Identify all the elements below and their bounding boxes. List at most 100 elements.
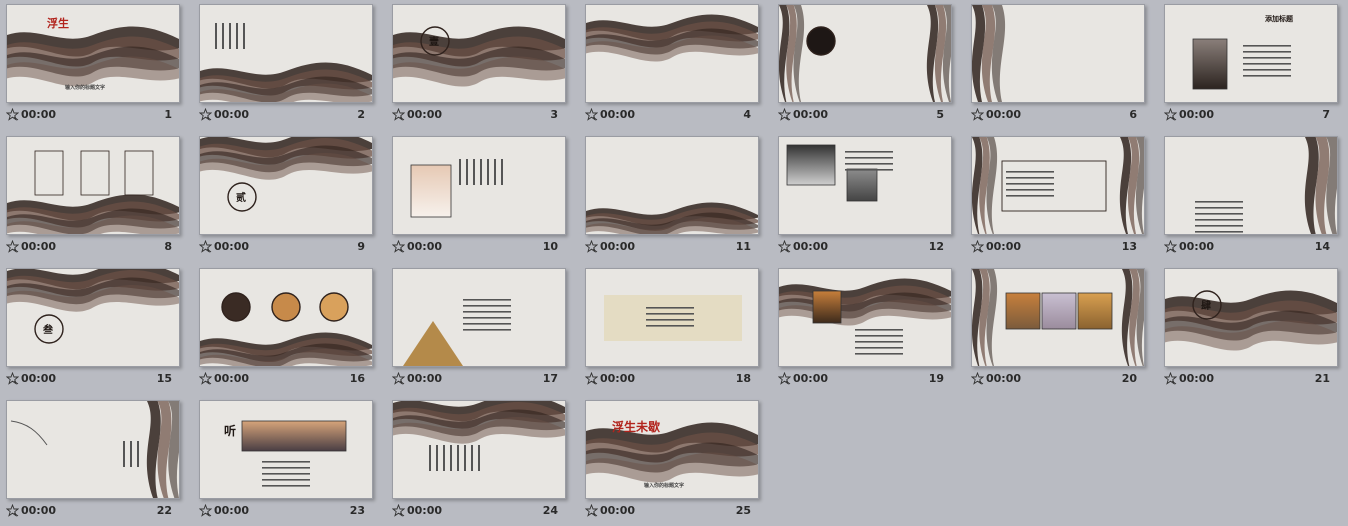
ink-band [586, 422, 758, 483]
slide-item-6[interactable]: 00:00 6 [971, 4, 1149, 130]
photo [241, 420, 347, 452]
animation-star-icon[interactable] [392, 504, 405, 517]
text-placeholder-lines [1195, 201, 1243, 233]
slide-item-3[interactable]: 壹 00:00 3 [392, 4, 570, 130]
slide-item-11[interactable]: 00:00 11 [585, 136, 763, 262]
slide-item-18[interactable]: 00:00 18 [585, 268, 763, 394]
slide-item-24[interactable]: 00:00 24 [392, 400, 570, 526]
slide-timing: 00:00 [1179, 108, 1215, 121]
slide-item-20[interactable]: 00:00 20 [971, 268, 1149, 394]
slide-thumbnail[interactable] [392, 268, 566, 367]
animation-star-icon[interactable] [778, 240, 791, 253]
slide-thumbnail[interactable] [971, 136, 1145, 235]
slide-thumbnail[interactable] [971, 4, 1145, 103]
slide-thumbnail[interactable]: 浮生未歇 输入你的标题文字 [585, 400, 759, 499]
animation-star-icon[interactable] [199, 504, 212, 517]
slide-thumbnail[interactable]: 浮生 输入你的标题文字 [6, 4, 180, 103]
slide-thumbnail[interactable] [6, 136, 180, 235]
animation-star-icon[interactable] [6, 240, 19, 253]
text-placeholder-lines [855, 329, 903, 355]
animation-star-icon[interactable] [392, 240, 405, 253]
slide-thumbnail[interactable] [392, 400, 566, 499]
slide-thumbnail[interactable] [585, 136, 759, 235]
animation-star-icon[interactable] [1164, 372, 1177, 385]
circle-frame [227, 182, 257, 212]
animation-star-icon[interactable] [199, 240, 212, 253]
slide-item-25[interactable]: 浮生未歇 输入你的标题文字 00:00 25 [585, 400, 763, 526]
text-placeholder-lines [262, 461, 310, 487]
animation-star-icon[interactable] [199, 108, 212, 121]
ink-band [393, 401, 565, 444]
animation-star-icon[interactable] [199, 372, 212, 385]
slide-timing: 00:00 [214, 504, 250, 517]
slide-item-5[interactable]: 00:00 5 [778, 4, 956, 130]
slide-thumbnail[interactable] [6, 400, 180, 499]
slide-thumbnail[interactable] [585, 4, 759, 103]
animation-star-icon[interactable] [778, 108, 791, 121]
slide-number: 5 [936, 108, 944, 121]
slide-item-12[interactable]: 00:00 12 [778, 136, 956, 262]
slide-item-21[interactable]: 肆 00:00 21 [1164, 268, 1342, 394]
slide-thumbnail[interactable] [585, 268, 759, 367]
slide-thumbnail[interactable]: 贰 [199, 136, 373, 235]
slide-thumbnail[interactable] [199, 4, 373, 103]
slide-item-4[interactable]: 00:00 4 [585, 4, 763, 130]
slide-thumbnail[interactable] [778, 268, 952, 367]
slide-item-17[interactable]: 00:00 17 [392, 268, 570, 394]
slide-preview: 肆 [1165, 290, 1337, 351]
text-placeholder-lines [845, 151, 893, 171]
animation-star-icon[interactable] [392, 108, 405, 121]
slide-item-7[interactable]: 添加标题 00:00 7 [1164, 4, 1342, 130]
slide-item-13[interactable]: 00:00 13 [971, 136, 1149, 262]
slide-thumbnail[interactable] [971, 268, 1145, 367]
ink-side [972, 137, 998, 234]
ink-band [7, 194, 179, 234]
animation-star-icon[interactable] [6, 372, 19, 385]
slide-thumbnail[interactable] [778, 4, 952, 103]
slide-item-2[interactable]: 00:00 2 [199, 4, 377, 130]
animation-star-icon[interactable] [585, 504, 598, 517]
ink-side [972, 5, 1006, 102]
slide-thumbnail[interactable]: 听 [199, 400, 373, 499]
slide-thumbnail[interactable] [199, 268, 373, 367]
slide-timing: 00:00 [986, 372, 1022, 385]
slide-item-22[interactable]: 00:00 22 [6, 400, 184, 526]
slide-thumbnail[interactable] [392, 136, 566, 235]
text-placeholder-lines [123, 441, 139, 467]
animation-star-icon[interactable] [971, 108, 984, 121]
slide-item-16[interactable]: 00:00 16 [199, 268, 377, 394]
slide-item-9[interactable]: 贰 00:00 9 [199, 136, 377, 262]
ink-band [393, 26, 565, 87]
slide-meta: 00:00 21 [1164, 372, 1336, 388]
slide-preview [10, 401, 179, 498]
animation-star-icon[interactable] [585, 372, 598, 385]
animation-star-icon[interactable] [392, 372, 405, 385]
slide-item-14[interactable]: 00:00 14 [1164, 136, 1342, 262]
animation-star-icon[interactable] [971, 372, 984, 385]
slide-number: 15 [156, 372, 172, 385]
slide-item-15[interactable]: 叁 00:00 15 [6, 268, 184, 394]
animation-star-icon[interactable] [1164, 108, 1177, 121]
animation-star-icon[interactable] [971, 240, 984, 253]
slide-thumbnail[interactable]: 叁 [6, 268, 180, 367]
circle-frame [34, 314, 64, 344]
slide-item-1[interactable]: 浮生 输入你的标题文字 00:00 1 [6, 4, 184, 130]
animation-star-icon[interactable] [6, 108, 19, 121]
animation-star-icon[interactable] [6, 504, 19, 517]
slide-thumbnail[interactable]: 肆 [1164, 268, 1338, 367]
animation-star-icon[interactable] [585, 108, 598, 121]
slide-item-10[interactable]: 00:00 10 [392, 136, 570, 262]
slide-thumbnail[interactable] [1164, 136, 1338, 235]
animation-star-icon[interactable] [1164, 240, 1177, 253]
slide-thumbnail[interactable]: 壹 [392, 4, 566, 103]
slide-meta: 00:00 22 [6, 504, 178, 520]
slide-meta: 00:00 19 [778, 372, 950, 388]
slide-item-19[interactable]: 00:00 19 [778, 268, 956, 394]
slide-item-8[interactable]: 00:00 8 [6, 136, 184, 262]
slide-thumbnail[interactable]: 添加标题 [1164, 4, 1338, 103]
slide-item-23[interactable]: 听 00:00 23 [199, 400, 377, 526]
animation-star-icon[interactable] [585, 240, 598, 253]
animation-star-icon[interactable] [778, 372, 791, 385]
slide-thumbnail[interactable] [778, 136, 952, 235]
